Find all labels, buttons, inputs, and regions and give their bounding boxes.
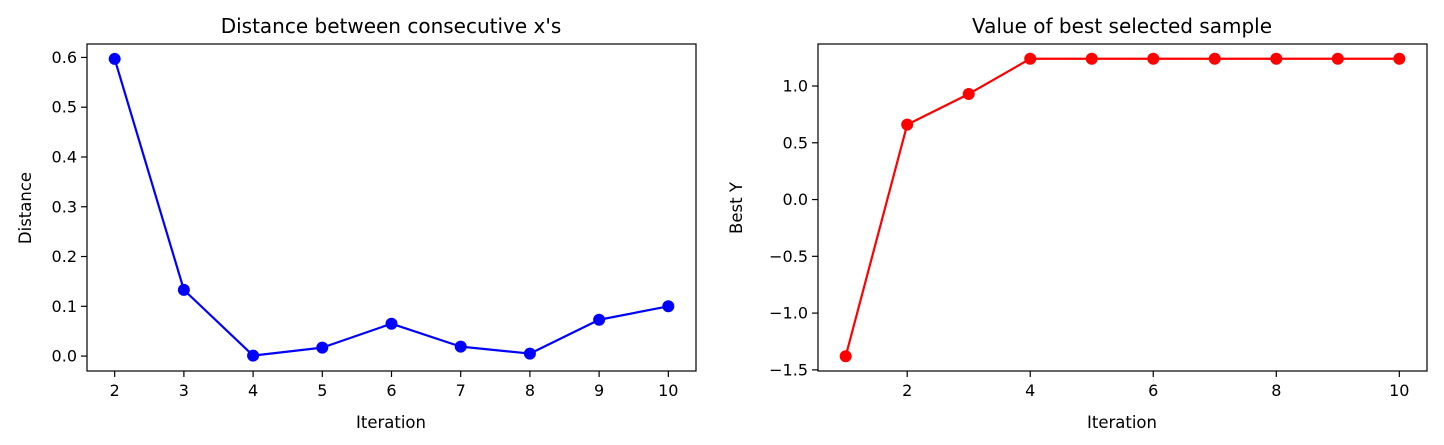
best-value-chart-data-point bbox=[1024, 52, 1037, 65]
best-value-chart-xtick-label: 2 bbox=[902, 381, 912, 400]
best-value-chart-ylabel: Best Y bbox=[727, 181, 746, 234]
distance-chart-series-line bbox=[113, 58, 669, 357]
best-value-chart-data-point bbox=[1331, 52, 1344, 65]
best-value-chart-ytick-label: −1.0 bbox=[769, 304, 808, 323]
best-value-chart-data-point bbox=[1147, 52, 1160, 65]
distance-chart-data-point bbox=[662, 300, 675, 313]
distance-chart-ytick-label: 0.3 bbox=[52, 197, 77, 216]
best-value-chart-data-point bbox=[962, 87, 975, 100]
distance-chart-plot-area bbox=[108, 52, 675, 362]
distance-chart-data-point bbox=[385, 317, 398, 330]
best-value-chart-ytick-label: 0.5 bbox=[783, 133, 808, 152]
distance-chart-ytick-label: 0.1 bbox=[52, 297, 77, 316]
distance-chart-xtick-label: 9 bbox=[594, 381, 604, 400]
distance-chart-data-point bbox=[108, 52, 121, 65]
best-value-chart-xticks: 2 4 6 8 10 bbox=[902, 371, 1409, 400]
best-value-chart-data-point bbox=[1393, 52, 1406, 65]
best-value-chart-ytick-label: −1.5 bbox=[769, 360, 808, 379]
distance-chart-frame bbox=[86, 43, 697, 372]
best-value-chart: Value of best selected sample Iteration … bbox=[727, 14, 1428, 432]
best-value-chart-xtick-label: 8 bbox=[1271, 381, 1281, 400]
best-value-chart-title: Value of best selected sample bbox=[972, 14, 1272, 38]
distance-chart-xtick-label: 8 bbox=[525, 381, 535, 400]
distance-chart-xtick-label: 3 bbox=[179, 381, 189, 400]
distance-chart-data-point bbox=[593, 313, 606, 326]
distance-chart-yticks: 0.0 0.1 0.2 0.3 0.4 0.5 0.6 bbox=[52, 48, 87, 366]
distance-chart-data-point bbox=[454, 340, 467, 353]
distance-chart-xtick-label: 4 bbox=[248, 381, 258, 400]
distance-chart-xtick-label: 2 bbox=[110, 381, 120, 400]
best-value-chart-xtick-label: 4 bbox=[1025, 381, 1035, 400]
best-value-chart-xtick-label: 6 bbox=[1148, 381, 1158, 400]
best-value-chart-ytick-label: 1.0 bbox=[783, 77, 808, 96]
distance-chart-ytick-label: 0.4 bbox=[52, 147, 77, 166]
best-value-chart-frame bbox=[817, 43, 1428, 372]
best-value-chart-xtick-label: 10 bbox=[1389, 381, 1409, 400]
best-value-chart-data-point bbox=[839, 350, 852, 363]
distance-chart-ytick-label: 0.5 bbox=[52, 98, 77, 117]
distance-chart: Distance between consecutive x's Iterati… bbox=[16, 14, 697, 432]
best-value-chart-plot-area bbox=[839, 52, 1406, 363]
distance-chart-xlabel: Iteration bbox=[356, 413, 426, 432]
best-value-chart-data-point bbox=[1085, 52, 1098, 65]
distance-chart-data-point bbox=[523, 347, 536, 360]
distance-chart-data-point bbox=[316, 341, 329, 354]
distance-chart-xtick-label: 7 bbox=[456, 381, 466, 400]
distance-chart-xtick-label: 6 bbox=[386, 381, 396, 400]
distance-chart-data-point bbox=[247, 349, 260, 362]
distance-chart-xticks: 2 3 4 5 6 7 8 9 10 bbox=[110, 371, 678, 400]
distance-chart-ytick-label: 0.6 bbox=[52, 48, 77, 67]
distance-chart-ytick-label: 0.0 bbox=[52, 347, 77, 366]
best-value-chart-xlabel: Iteration bbox=[1087, 413, 1157, 432]
best-value-chart-yticks: −1.5 −1.0 −0.5 0.0 0.5 1.0 bbox=[769, 77, 818, 379]
distance-chart-xtick-label: 10 bbox=[658, 381, 678, 400]
distance-chart-data-point bbox=[177, 283, 190, 296]
best-value-chart-data-point bbox=[1270, 52, 1283, 65]
distance-chart-xtick-label: 5 bbox=[317, 381, 327, 400]
best-value-chart-ytick-label: 0.0 bbox=[783, 190, 808, 209]
distance-chart-ytick-label: 0.2 bbox=[52, 247, 77, 266]
distance-chart-ylabel: Distance bbox=[16, 172, 35, 244]
distance-chart-title: Distance between consecutive x's bbox=[221, 14, 562, 38]
best-value-chart-ytick-label: −0.5 bbox=[769, 247, 808, 266]
best-value-chart-data-point bbox=[901, 118, 914, 131]
best-value-chart-data-point bbox=[1208, 52, 1221, 65]
best-value-chart-series-line bbox=[844, 57, 1400, 357]
